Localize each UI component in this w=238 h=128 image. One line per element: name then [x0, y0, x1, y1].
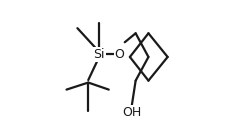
Text: O: O	[115, 48, 124, 61]
Text: OH: OH	[122, 106, 141, 119]
Text: Si: Si	[93, 48, 105, 61]
